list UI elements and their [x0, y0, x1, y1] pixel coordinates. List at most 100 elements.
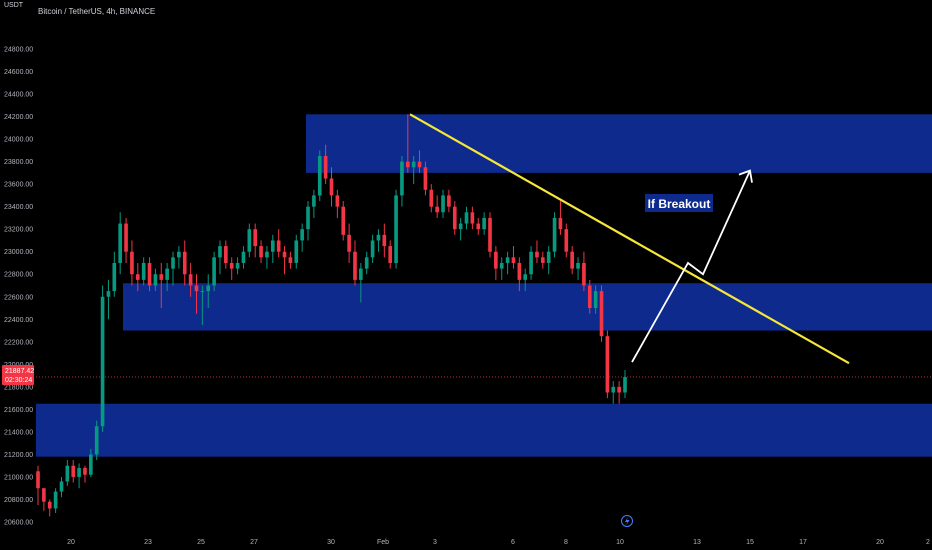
candle — [153, 268, 158, 292]
candle — [576, 257, 580, 280]
candle — [353, 240, 357, 286]
candle — [194, 274, 199, 314]
x-tick-label: 10 — [616, 539, 624, 546]
candle — [482, 212, 486, 235]
candle — [623, 369, 627, 399]
candle — [83, 465, 87, 483]
candle — [494, 246, 498, 280]
candle — [159, 262, 164, 309]
y-tick-label: 23600.00 — [4, 182, 33, 189]
y-tick-label: 24200.00 — [4, 114, 33, 121]
candle — [71, 460, 76, 483]
x-tick-label: 8 — [564, 539, 568, 546]
candle — [77, 463, 81, 489]
candle — [488, 212, 492, 258]
candle — [523, 268, 528, 292]
candle — [200, 285, 205, 325]
candle — [94, 420, 99, 461]
y-tick-label: 20600.00 — [4, 520, 33, 527]
zone-1 — [306, 114, 932, 173]
candle — [382, 223, 387, 258]
candle — [218, 240, 222, 275]
candle — [511, 246, 516, 269]
y-tick-label: 22200.00 — [4, 339, 33, 346]
annotation-text: If Breakout — [648, 197, 711, 211]
candle — [317, 150, 322, 202]
candle — [364, 251, 369, 275]
annotation-label: If Breakout — [645, 194, 713, 212]
candle — [282, 246, 287, 275]
y-tick-label: 23000.00 — [4, 249, 33, 256]
candle — [359, 262, 363, 303]
candle — [417, 150, 422, 173]
y-tick-label: 24800.00 — [4, 47, 33, 54]
candle — [611, 381, 616, 404]
y-tick-label: 24600.00 — [4, 69, 33, 76]
candle — [535, 240, 539, 263]
candle — [124, 217, 128, 263]
candle — [130, 240, 134, 286]
x-tick-label: 17 — [799, 539, 807, 546]
y-tick-label: 23400.00 — [4, 204, 33, 211]
candle — [429, 184, 434, 213]
candle — [47, 499, 52, 517]
candle — [135, 262, 140, 292]
candle — [335, 189, 340, 218]
candle — [59, 476, 64, 498]
breakout-projection-arrow — [631, 170, 751, 363]
x-tick-label: 6 — [511, 539, 515, 546]
candle — [241, 246, 246, 269]
candle — [141, 257, 146, 286]
x-tick-label: 20 — [67, 539, 75, 546]
x-tick-label: 27 — [250, 539, 258, 546]
x-tick-label: 13 — [693, 539, 701, 546]
candle — [171, 251, 175, 286]
candle — [617, 381, 621, 404]
y-tick-label: 20800.00 — [4, 497, 33, 504]
candle — [476, 217, 481, 235]
candle — [206, 274, 211, 309]
candle — [447, 189, 451, 213]
y-tick-label: 24400.00 — [4, 92, 33, 99]
candle — [411, 155, 416, 185]
arrow-head — [738, 169, 753, 183]
y-tick-label: 22400.00 — [4, 317, 33, 324]
x-tick-label: 20 — [876, 539, 884, 546]
candle — [212, 251, 216, 292]
candle — [53, 488, 58, 513]
candle — [147, 257, 152, 292]
lightning-icon[interactable] — [621, 515, 633, 527]
x-tick-label: 25 — [197, 539, 205, 546]
y-tick-label: 21800.00 — [4, 384, 33, 391]
y-tick-label: 23800.00 — [4, 159, 33, 166]
candle — [36, 465, 40, 506]
candle — [441, 189, 445, 218]
candle — [587, 279, 592, 314]
candle — [582, 251, 586, 292]
candle — [188, 262, 193, 297]
candle — [558, 201, 563, 235]
y-tick-label: 23200.00 — [4, 227, 33, 234]
candle — [564, 223, 569, 258]
price-value: 21887.42 — [5, 368, 34, 375]
y-axis: 20600.00 20800.00 21000.00 21200.00 21400.00… — [4, 47, 33, 527]
x-tick-label: Feb — [377, 539, 389, 546]
candle — [458, 217, 463, 241]
candle — [405, 114, 410, 173]
candle — [106, 279, 111, 320]
candle — [370, 234, 375, 263]
candle — [599, 285, 604, 342]
x-tick-label: 23 — [144, 539, 152, 546]
candle — [300, 223, 304, 252]
candle — [294, 234, 299, 269]
descending-trendline[interactable] — [409, 113, 850, 365]
candle — [306, 201, 310, 241]
candle — [552, 212, 557, 258]
support-resistance-zones — [36, 114, 932, 457]
candle — [42, 488, 46, 511]
chart-title: Bitcoin / TetherUS, 4h, BINANCE — [38, 7, 156, 16]
candle — [253, 223, 258, 258]
candle — [265, 246, 269, 269]
candle — [517, 257, 522, 292]
